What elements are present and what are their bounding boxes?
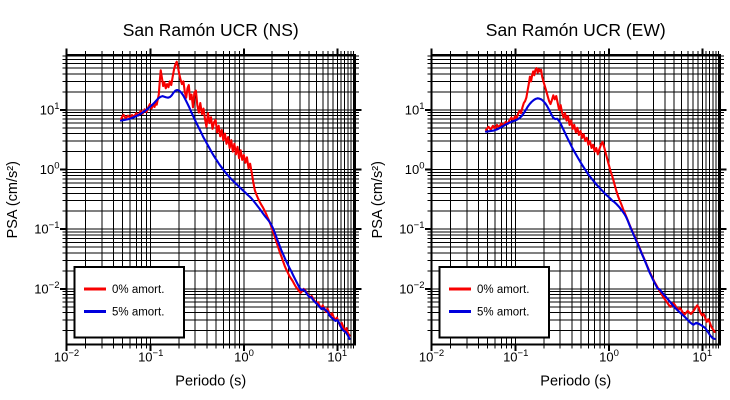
chart-background [365,0,730,400]
legend: 0% amort. 5% amort. [438,266,550,339]
plot-frame [65,54,356,346]
legend-label: 0% amort. [112,284,164,296]
chart-title: San Ramón UCR (EW) [486,20,666,40]
grid [431,55,720,345]
y-axis-label: PSA (cm/s²) [5,161,21,238]
chart-background [0,0,365,400]
x-axis-label: Periodo (s) [175,374,246,390]
grid [66,55,355,345]
series-5pct-amort-line [484,97,716,340]
series-0pct-amort-line [484,67,716,333]
x-axis-label: Periodo (s) [540,374,611,390]
legend-label: 5% amort. [112,307,164,319]
legend: 0% amort. 5% amort. [73,266,185,339]
series-5pct-amort-line [119,88,351,340]
minor-ticks [62,50,360,349]
chart-title: San Ramón UCR (NS) [123,20,299,40]
chart-ew-svg: 0% amort.5% amort.10−2 10−1 100 10110−210−1… [365,0,730,400]
y-axis-label: PSA (cm/s²) [370,161,386,238]
legend-label: 5% amort. [477,307,529,319]
chart-ns-svg: 0% amort.5% amort.10−2 10−1 100 10110−210−1… [0,0,365,400]
major-ticks [60,48,362,351]
major-ticks [425,48,727,351]
legend-box [438,266,550,339]
minor-ticks [427,50,725,349]
legend-box [73,266,185,339]
plot-frame [430,54,721,346]
legend-label: 0% amort. [477,284,529,296]
